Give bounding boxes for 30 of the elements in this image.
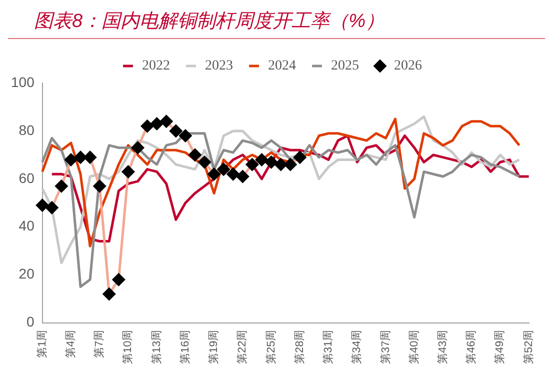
x-tick-label: 第7周 <box>94 330 106 358</box>
legend-label: 2024 <box>268 58 296 74</box>
legend-label: 2023 <box>205 58 233 74</box>
y-tick-label: 20 <box>18 266 35 282</box>
y-tick-label: 0 <box>26 314 35 330</box>
x-tick-label: 第34周 <box>351 330 364 364</box>
y-tick-label: 80 <box>18 122 35 138</box>
legend-label: 2026 <box>394 58 422 74</box>
x-tick-label: 第25周 <box>265 330 278 364</box>
x-tick-label: 第52周 <box>522 330 535 364</box>
x-tick-label: 第22周 <box>236 330 249 364</box>
x-tick-label: 第31周 <box>322 330 335 364</box>
x-tick-label: 第1周 <box>36 330 48 358</box>
x-tick-label: 第13周 <box>150 330 163 364</box>
legend-label: 2025 <box>331 58 359 74</box>
legend-label: 2022 <box>142 58 170 74</box>
x-tick-label: 第4周 <box>65 330 78 358</box>
x-tick-label: 第43周 <box>436 330 449 364</box>
y-tick-label: 40 <box>18 218 35 234</box>
y-tick-label: 60 <box>18 170 35 186</box>
y-tick-label: 100 <box>11 74 35 90</box>
x-tick-label: 第40周 <box>408 330 420 364</box>
x-tick-label: 第19周 <box>208 330 220 364</box>
x-tick-label: 第16周 <box>179 330 192 364</box>
x-tick-label: 第49周 <box>494 330 506 364</box>
x-tick-label: 第37周 <box>380 330 392 364</box>
x-tick-label: 第10周 <box>122 330 134 364</box>
x-tick-label: 第46周 <box>466 330 478 364</box>
x-tick-label: 第28周 <box>294 330 306 364</box>
chart-title: 图表8：国内电解铜制杆周度开工率（%） <box>8 8 545 39</box>
